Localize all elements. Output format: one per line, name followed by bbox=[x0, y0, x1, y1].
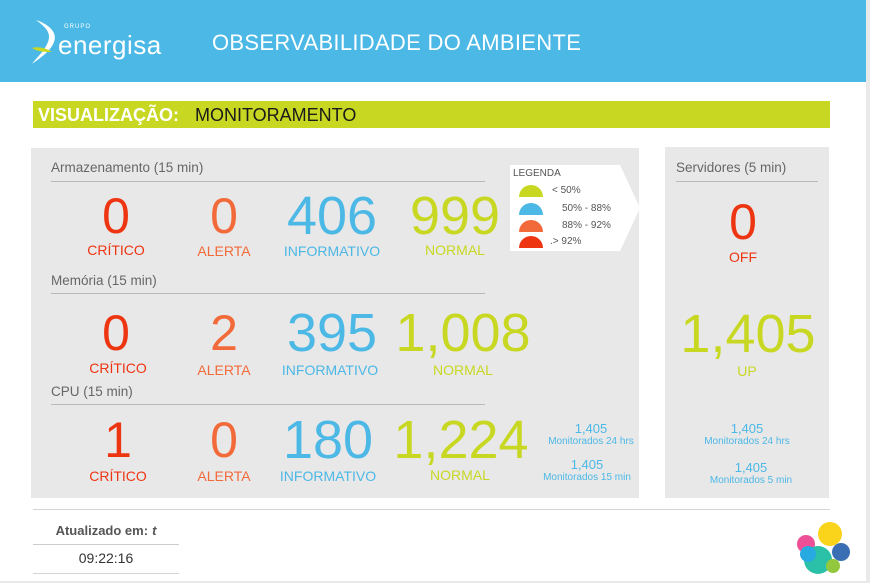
last-updated-suffix: t bbox=[152, 523, 157, 538]
cpu-normal-label: NORMAL bbox=[430, 467, 490, 483]
cpu-alert-label: ALERTA bbox=[197, 468, 251, 484]
servers-panel bbox=[665, 147, 829, 498]
storage-info-label: INFORMATIVO bbox=[283, 243, 381, 259]
memory-divider bbox=[51, 293, 485, 294]
servers-section-title: Servidores (5 min) bbox=[676, 160, 787, 175]
cpu-critical-label: CRÍTICO bbox=[89, 468, 147, 484]
last-updated-label-text: Atualizado em: bbox=[55, 523, 149, 538]
legend-item-text: 88% - 92% bbox=[562, 220, 611, 231]
servers-up-count[interactable]: 1,405 bbox=[680, 304, 816, 364]
storage-critical-count[interactable]: 0 bbox=[102, 188, 130, 244]
cpu-monitored-24h-label: Monitorados 24 hrs bbox=[548, 436, 634, 447]
legend-title: LEGENDA bbox=[513, 168, 561, 179]
storage-alert-label: ALERTA bbox=[197, 243, 251, 259]
cpu-normal-count[interactable]: 1,224 bbox=[393, 410, 529, 470]
memory-info-label: INFORMATIVO bbox=[281, 362, 379, 378]
servers-up-label: UP bbox=[737, 363, 757, 379]
legend-item: 88% - 92% bbox=[518, 219, 628, 233]
footer-divider bbox=[33, 509, 830, 510]
last-updated-separator bbox=[33, 544, 179, 545]
cpu-monitored-15m-value: 1,405 bbox=[570, 457, 604, 472]
legend-item-text: < 50% bbox=[552, 185, 581, 196]
cpu-monitored-15m: 1,405 Monitorados 15 min bbox=[532, 457, 642, 483]
servers-monitored-24h-label: Monitorados 24 hrs bbox=[704, 436, 790, 447]
elastic-logo-icon bbox=[797, 522, 850, 574]
legend-item-text: .> 92% bbox=[550, 236, 582, 247]
servers-monitored-24h: 1,405 Monitorados 24 hrs bbox=[692, 421, 802, 447]
cpu-critical-count[interactable]: 1 bbox=[104, 412, 132, 468]
legend-item-text: 50% - 88% bbox=[562, 203, 611, 214]
servers-off-label: OFF bbox=[729, 249, 757, 265]
storage-section-title: Armazenamento (15 min) bbox=[51, 160, 204, 175]
memory-critical-label: CRÍTICO bbox=[89, 360, 147, 376]
storage-normal-label: NORMAL bbox=[425, 242, 485, 258]
memory-info-count[interactable]: 395 bbox=[286, 303, 378, 363]
memory-normal-count[interactable]: 1,008 bbox=[395, 303, 531, 363]
visualization-value: MONITORAMENTO bbox=[195, 105, 357, 125]
legend-item: 50% - 88% bbox=[518, 202, 628, 216]
legend-orange-gauge-icon bbox=[519, 220, 543, 232]
page-title: OBSERVABILIDADE DO AMBIENTE bbox=[212, 30, 582, 55]
legend-red-gauge-icon bbox=[519, 236, 543, 248]
legend-item: .> 92% bbox=[518, 235, 628, 249]
cpu-divider bbox=[51, 404, 485, 405]
legend-item: < 50% bbox=[518, 184, 628, 198]
legend-green-gauge-icon bbox=[519, 185, 543, 197]
memory-alert-count[interactable]: 2 bbox=[210, 305, 238, 361]
storage-normal-count[interactable]: 999 bbox=[409, 186, 501, 246]
cpu-alert-count[interactable]: 0 bbox=[210, 412, 238, 468]
cpu-monitored-24h-value: 1,405 bbox=[574, 421, 608, 436]
logo-group-text: GRUPO bbox=[64, 24, 92, 30]
logo-brand-text: energisa bbox=[58, 30, 162, 60]
legend: LEGENDA < 50% 50% - 88% 88% - 92% .> 92% bbox=[510, 165, 640, 251]
footer-bottom-line bbox=[33, 573, 179, 574]
last-updated: Atualizado em: t 09:22:16 bbox=[33, 510, 179, 574]
legend-blue-gauge-icon bbox=[519, 203, 543, 215]
storage-alert-count[interactable]: 0 bbox=[210, 188, 238, 244]
cpu-monitored-15m-label: Monitorados 15 min bbox=[543, 472, 631, 483]
memory-normal-label: NORMAL bbox=[433, 362, 493, 378]
cpu-monitored-24h: 1,405 Monitorados 24 hrs bbox=[536, 421, 646, 447]
last-updated-label: Atualizado em: t bbox=[33, 523, 179, 538]
servers-monitored-24h-value: 1,405 bbox=[730, 421, 764, 436]
servers-divider bbox=[676, 181, 818, 182]
servers-monitored-5m-label: Monitorados 5 min bbox=[709, 475, 793, 486]
servers-monitored-5m-value: 1,405 bbox=[734, 460, 768, 475]
cpu-section-title: CPU (15 min) bbox=[51, 384, 133, 399]
visualization-label: VISUALIZAÇÃO: bbox=[38, 105, 179, 125]
cpu-info-label: INFORMATIVO bbox=[279, 468, 377, 484]
energisa-logo: GRUPO energisa bbox=[30, 18, 170, 66]
storage-divider bbox=[51, 181, 485, 182]
memory-alert-label: ALERTA bbox=[197, 362, 251, 378]
servers-off-count[interactable]: 0 bbox=[729, 194, 757, 250]
storage-critical-label: CRÍTICO bbox=[87, 242, 145, 258]
visualization-bar[interactable]: VISUALIZAÇÃO: MONITORAMENTO bbox=[33, 101, 830, 128]
energisa-logo-swoosh-icon bbox=[32, 20, 55, 64]
memory-critical-count[interactable]: 0 bbox=[102, 305, 130, 361]
servers-monitored-5m: 1,405 Monitorados 5 min bbox=[696, 460, 806, 486]
last-updated-time: 09:22:16 bbox=[78, 550, 134, 566]
memory-section-title: Memória (15 min) bbox=[51, 273, 157, 288]
cpu-info-count[interactable]: 180 bbox=[282, 410, 374, 470]
storage-info-count[interactable]: 406 bbox=[286, 186, 378, 246]
header-bar: GRUPO energisa OBSERVABILIDADE DO AMBIEN… bbox=[0, 0, 866, 82]
